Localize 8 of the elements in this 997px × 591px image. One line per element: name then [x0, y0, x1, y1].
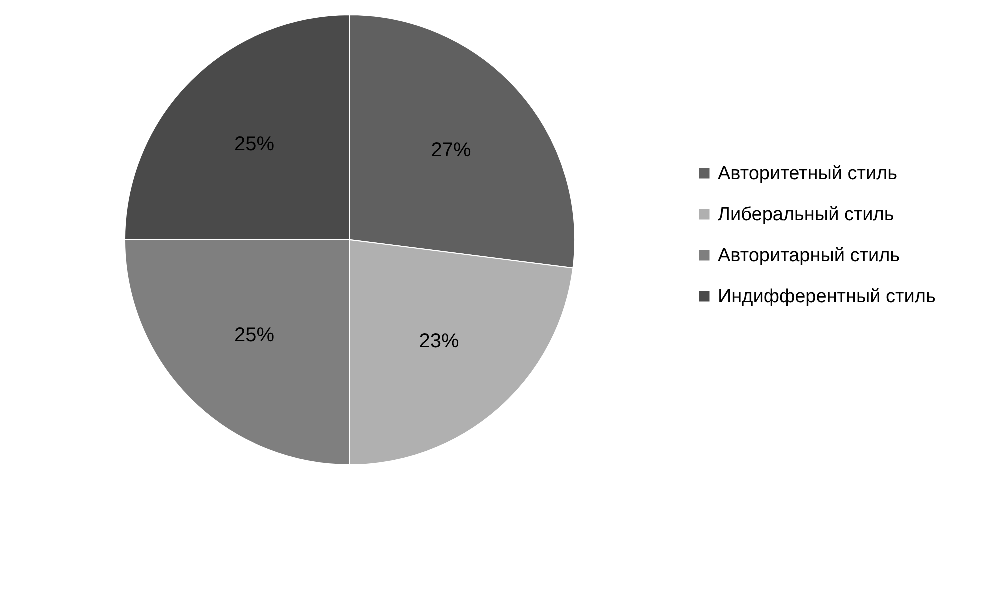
data-label: 25%	[234, 324, 275, 346]
data-label: 27%	[431, 140, 472, 162]
legend-label: Авторитарный стиль	[718, 246, 900, 266]
data-label: 25%	[234, 134, 275, 156]
legend-label: Индифферентный стиль	[718, 286, 936, 308]
legend-label: Авторитетный стиль	[718, 164, 898, 184]
data-label: 23%	[419, 330, 460, 352]
legend-label: Либеральный стиль	[718, 204, 894, 226]
